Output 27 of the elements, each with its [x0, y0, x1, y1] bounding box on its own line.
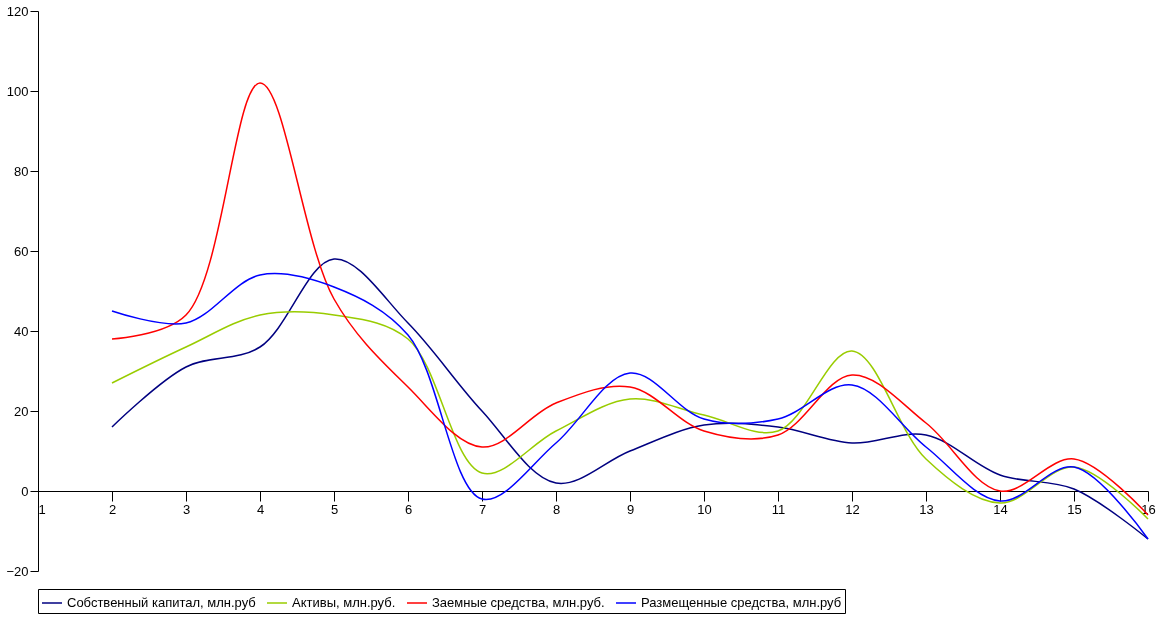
legend-label: Заемные средства, млн.руб. — [432, 595, 605, 610]
y-tick-label: 100 — [6, 83, 29, 99]
y-tick-label: 20 — [14, 403, 29, 419]
legend-label: Активы, млн.руб. — [292, 595, 396, 610]
x-tick-label: 5 — [330, 501, 339, 517]
x-tick-label: 8 — [552, 501, 561, 517]
x-tick-label: 11 — [771, 501, 786, 517]
x-tick-label: 1 — [38, 501, 46, 517]
x-tick-label: 7 — [478, 501, 487, 517]
x-tick-label: 2 — [108, 501, 117, 517]
x-tick-label: 13 — [919, 501, 934, 517]
x-tick-label: 10 — [697, 501, 712, 517]
y-tick-label: 80 — [14, 163, 29, 179]
y-tick-label: 60 — [14, 243, 29, 259]
x-tick-label: 12 — [845, 501, 860, 517]
y-tick-label: 120 — [6, 3, 29, 19]
x-tick-label: 9 — [626, 501, 635, 517]
y-tick-label: −20 — [6, 563, 29, 579]
legend-label: Размещенные средства, млн.руб — [641, 595, 842, 610]
x-tick-label: 6 — [404, 501, 413, 517]
x-tick-label: 4 — [256, 501, 265, 517]
y-tick-label: 40 — [14, 323, 29, 339]
y-tick-label: 0 — [21, 483, 29, 499]
x-tick-label: 3 — [182, 501, 191, 517]
legend-label: Собственный капитал, млн.руб — [67, 595, 256, 610]
x-tick-label: 14 — [993, 501, 1008, 517]
x-tick-label: 15 — [1067, 501, 1082, 517]
